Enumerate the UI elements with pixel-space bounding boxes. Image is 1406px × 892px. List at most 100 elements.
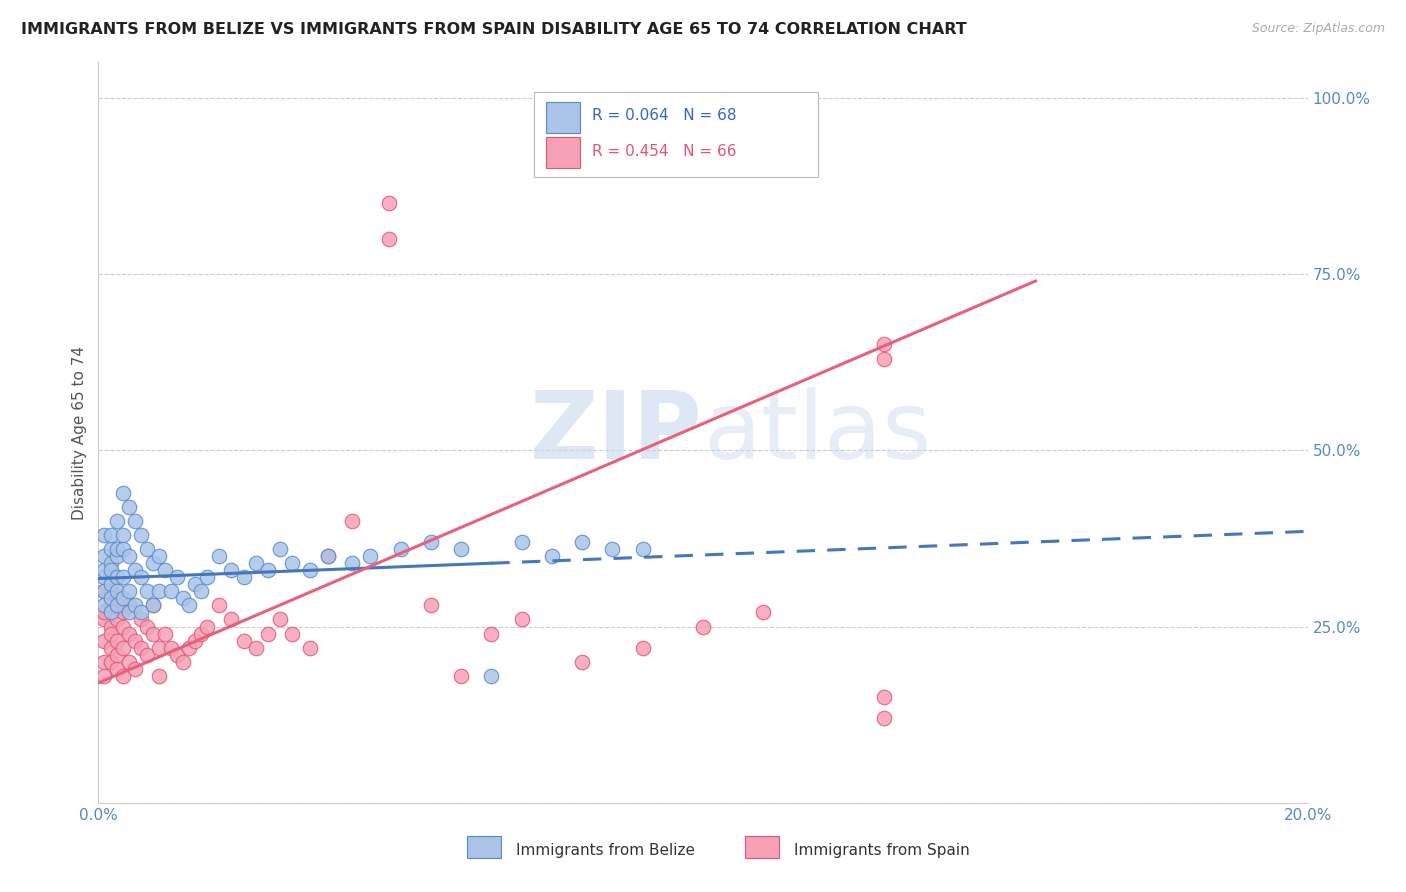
Point	[100, 541, 122, 556]
Point	[111, 591, 134, 606]
Point	[105, 584, 128, 599]
Point	[232, 633, 254, 648]
Text: Source: ZipAtlas.com: Source: ZipAtlas.com	[1251, 22, 1385, 36]
Point	[135, 648, 157, 662]
Point	[481, 669, 503, 683]
Point	[148, 669, 170, 683]
Point	[100, 528, 122, 542]
FancyBboxPatch shape	[546, 102, 579, 133]
Point	[105, 599, 128, 613]
Point	[111, 619, 134, 633]
Point	[111, 570, 134, 584]
Point	[571, 535, 593, 549]
Point	[281, 626, 304, 640]
Point	[148, 549, 170, 563]
Point	[100, 619, 122, 633]
Point	[93, 612, 115, 626]
Point	[631, 640, 654, 655]
Point	[450, 669, 472, 683]
Point	[342, 556, 364, 570]
Point	[160, 584, 183, 599]
Point	[510, 612, 533, 626]
Point	[129, 528, 152, 542]
Point	[111, 640, 134, 655]
Text: IMMIGRANTS FROM BELIZE VS IMMIGRANTS FROM SPAIN DISABILITY AGE 65 TO 74 CORRELAT: IMMIGRANTS FROM BELIZE VS IMMIGRANTS FRO…	[21, 22, 967, 37]
Point	[105, 549, 128, 563]
Point	[631, 541, 654, 556]
Point	[208, 549, 231, 563]
Point	[184, 577, 207, 591]
Point	[420, 599, 443, 613]
Point	[172, 591, 194, 606]
Point	[450, 541, 472, 556]
Point	[281, 556, 304, 570]
Point	[360, 549, 382, 563]
Point	[129, 640, 152, 655]
Point	[111, 528, 134, 542]
Point	[245, 556, 267, 570]
Text: ZIP: ZIP	[530, 386, 703, 479]
Point	[124, 563, 146, 577]
Point	[232, 570, 254, 584]
Point	[129, 612, 152, 626]
Point	[100, 626, 122, 640]
Point	[118, 626, 141, 640]
Point	[602, 541, 624, 556]
Point	[873, 337, 896, 351]
Point	[142, 599, 165, 613]
Point	[873, 711, 896, 725]
Point	[100, 606, 122, 620]
Text: Immigrants from Spain: Immigrants from Spain	[793, 844, 970, 858]
Point	[153, 563, 176, 577]
Point	[172, 655, 194, 669]
Point	[142, 626, 165, 640]
Point	[100, 640, 122, 655]
Point	[93, 669, 115, 683]
Point	[124, 599, 146, 613]
Point	[752, 606, 775, 620]
Point	[118, 606, 141, 620]
Point	[190, 626, 212, 640]
Point	[124, 662, 146, 676]
Point	[245, 640, 267, 655]
Point	[148, 584, 170, 599]
Point	[571, 655, 593, 669]
Point	[873, 351, 896, 366]
Point	[135, 541, 157, 556]
Point	[100, 584, 122, 599]
Point	[93, 584, 115, 599]
Point	[105, 541, 128, 556]
Point	[540, 549, 562, 563]
Point	[269, 541, 291, 556]
Point	[118, 500, 141, 514]
Point	[105, 570, 128, 584]
Point	[389, 541, 412, 556]
Point	[256, 626, 278, 640]
Point	[166, 648, 188, 662]
Point	[124, 514, 146, 528]
Point	[111, 485, 134, 500]
Point	[256, 563, 278, 577]
Point	[105, 612, 128, 626]
Point	[93, 584, 115, 599]
Point	[118, 655, 141, 669]
Point	[160, 640, 183, 655]
Point	[299, 640, 322, 655]
Point	[93, 549, 115, 563]
Point	[377, 232, 399, 246]
Point	[100, 599, 122, 613]
Point	[179, 640, 201, 655]
Point	[153, 626, 176, 640]
Point	[873, 690, 896, 704]
FancyBboxPatch shape	[467, 836, 501, 858]
Point	[221, 612, 243, 626]
Point	[111, 541, 134, 556]
FancyBboxPatch shape	[745, 836, 779, 858]
Point	[111, 606, 134, 620]
Point	[208, 599, 231, 613]
Point	[342, 514, 364, 528]
Point	[316, 549, 339, 563]
Point	[692, 619, 714, 633]
Point	[377, 196, 399, 211]
Point	[148, 640, 170, 655]
